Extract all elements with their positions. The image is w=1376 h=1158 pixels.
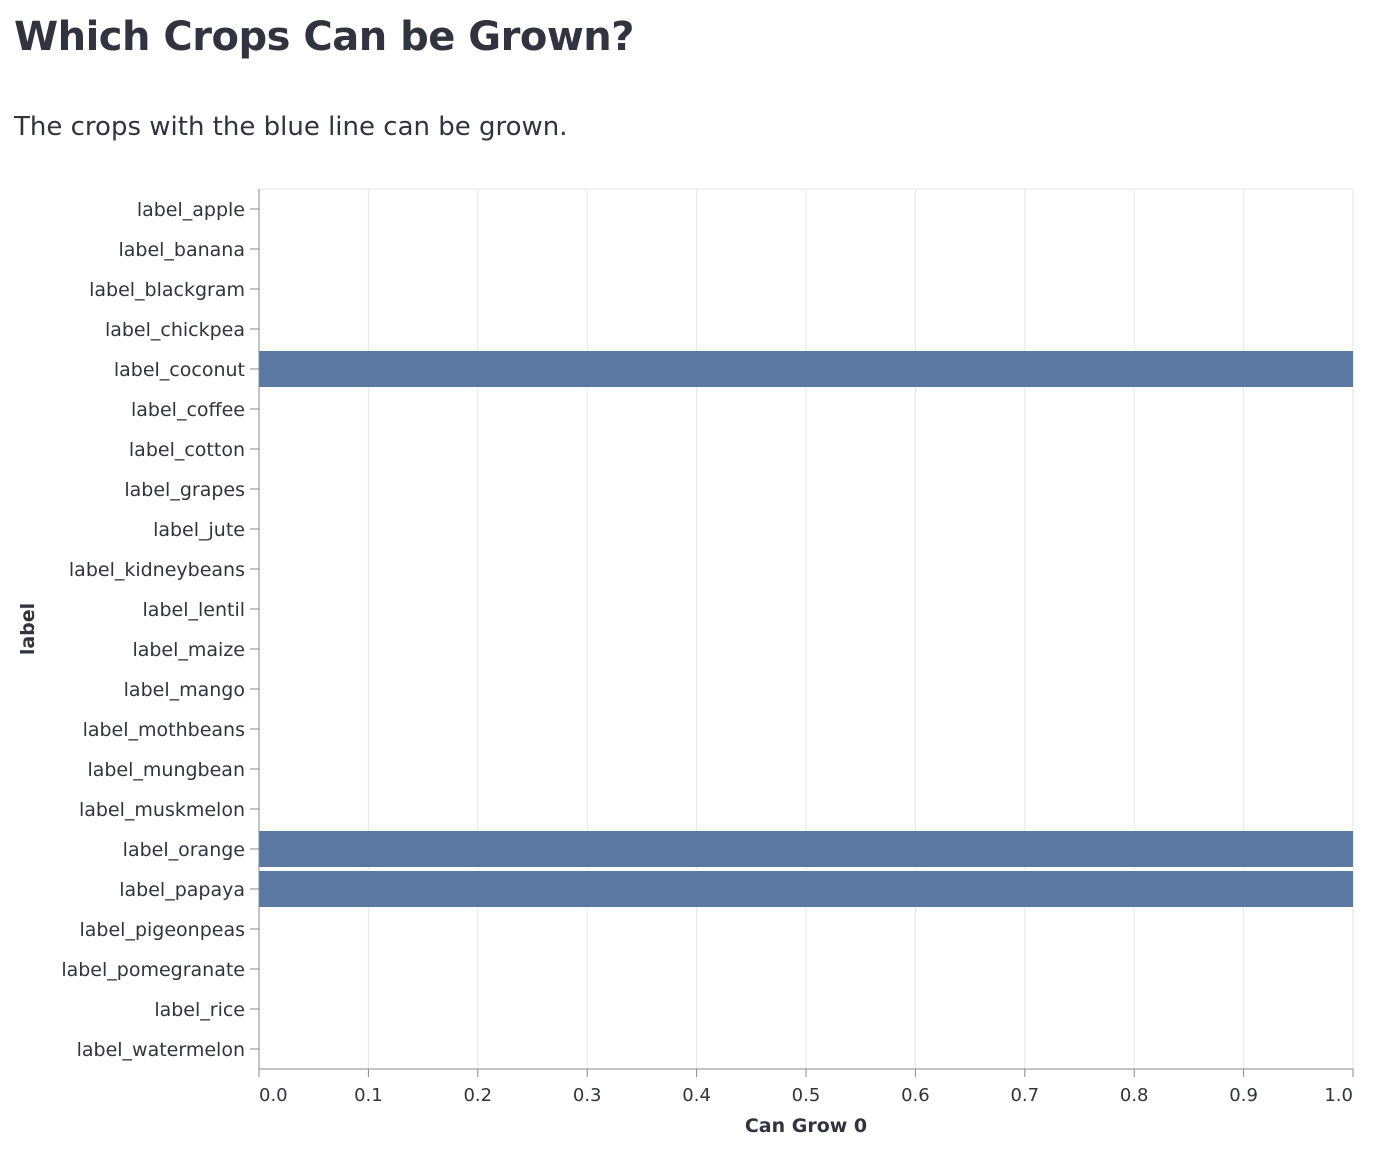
bar-label-papaya bbox=[259, 871, 1353, 907]
bar-label-orange bbox=[259, 831, 1353, 867]
bar-label-coconut bbox=[259, 351, 1353, 387]
y-tick-label: label_muskmelon bbox=[79, 799, 245, 821]
x-tick-label: 0.4 bbox=[682, 1085, 711, 1106]
y-tick-label: label_banana bbox=[118, 239, 245, 261]
axes: 0.0 0.1 0.2 0.3 0.4 0.5 0.6 0.7 0.8 0.9 1.0 label_a… bbox=[61, 189, 1354, 1106]
y-tick-label: label_jute bbox=[153, 519, 245, 541]
x-tick-label: 0.8 bbox=[1120, 1085, 1149, 1106]
y-tick-label: label_coconut bbox=[114, 359, 245, 381]
y-tick-label: label_mango bbox=[124, 679, 245, 701]
y-tick-label: label_kidneybeans bbox=[69, 559, 245, 581]
x-tick-label: 1.0 bbox=[1324, 1085, 1353, 1106]
y-tick-label: label_rice bbox=[154, 999, 245, 1021]
y-tick-label: label_maize bbox=[132, 639, 245, 661]
page-title: Which Crops Can be Grown? bbox=[14, 14, 634, 60]
y-tick-label: label_blackgram bbox=[89, 279, 245, 301]
y-tick-label: label_coffee bbox=[131, 399, 245, 421]
y-tick-label: label_mothbeans bbox=[83, 719, 245, 741]
x-tick-label: 0.9 bbox=[1229, 1085, 1258, 1106]
y-tick-label: label_cotton bbox=[129, 439, 245, 461]
x-tick-label: 0.6 bbox=[901, 1085, 930, 1106]
y-tick-label: label_papaya bbox=[119, 879, 245, 901]
y-tick-label: label_apple bbox=[137, 199, 245, 221]
bars bbox=[259, 351, 1353, 907]
x-tick-label: 0.7 bbox=[1010, 1085, 1039, 1106]
x-axis-title: Can Grow 0 bbox=[745, 1115, 867, 1137]
y-tick-label: label_grapes bbox=[124, 479, 245, 501]
y-tick-label: label_lentil bbox=[143, 599, 245, 621]
page-subtitle: The crops with the blue line can be grow… bbox=[14, 112, 568, 142]
x-tick-label: 0.3 bbox=[573, 1085, 602, 1106]
x-tick-label: 0.1 bbox=[354, 1085, 383, 1106]
y-tick-label: label_pigeonpeas bbox=[80, 919, 246, 941]
grid-lines bbox=[258, 188, 1354, 1069]
x-tick-label: 0.2 bbox=[463, 1085, 492, 1106]
y-tick-label: label_pomegranate bbox=[61, 959, 245, 981]
y-tick-label: label_orange bbox=[123, 839, 245, 861]
y-tick-label: label_mungbean bbox=[87, 759, 245, 781]
x-tick-label: 0.0 bbox=[259, 1085, 288, 1106]
y-tick-label: label_chickpea bbox=[105, 319, 245, 341]
y-axis-title: label bbox=[17, 603, 39, 655]
x-tick-label: 0.5 bbox=[792, 1085, 821, 1106]
y-tick-label: label_watermelon bbox=[77, 1039, 245, 1061]
